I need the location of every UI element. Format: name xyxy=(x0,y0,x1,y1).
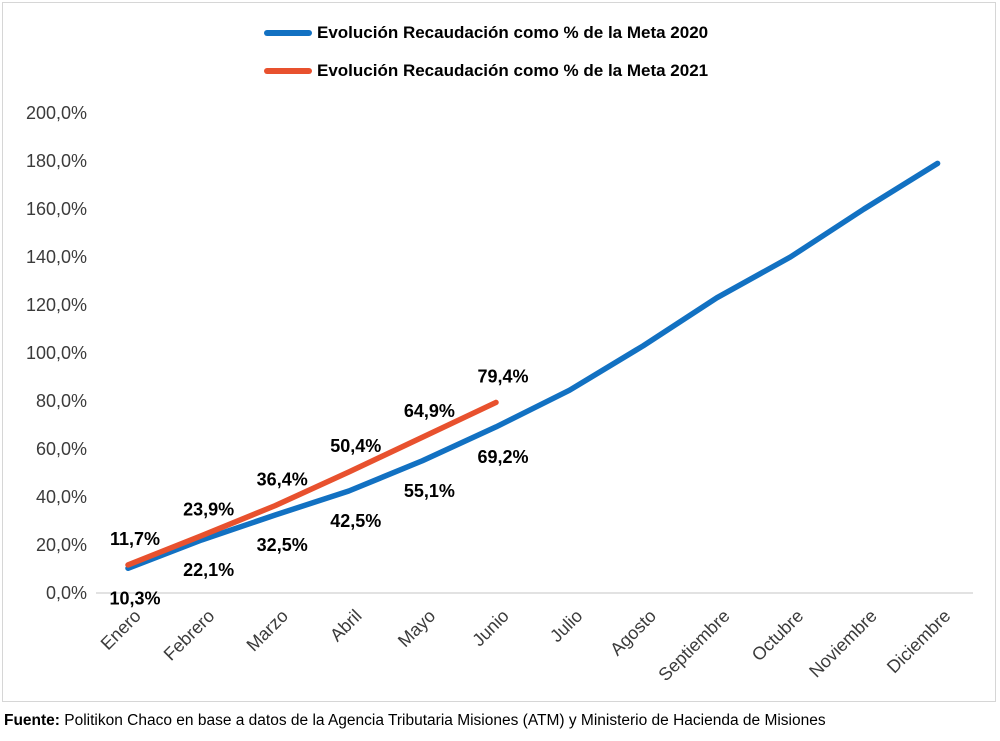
x-tick-label: Julio xyxy=(546,606,586,646)
x-tick-label: Enero xyxy=(97,606,145,654)
legend-item-meta-2020: Evolución Recaudación como % de la Meta … xyxy=(264,19,708,46)
y-tick-label: 200,0% xyxy=(26,103,87,123)
y-tick-label: 80,0% xyxy=(36,391,87,411)
x-tick-label: Diciembre xyxy=(883,606,954,677)
y-tick-label: 40,0% xyxy=(36,487,87,507)
legend-label-2021: Evolución Recaudación como % de la Meta … xyxy=(317,60,709,80)
data-label: 22,1% xyxy=(183,560,234,580)
data-label: 79,4% xyxy=(477,366,528,386)
chart-svg: 0,0% 20,0% 40,0% 60,0% 80,0% 100,0% 120,0% 140,… xyxy=(26,103,973,685)
data-label: 55,1% xyxy=(404,481,455,501)
data-label: 42,5% xyxy=(330,511,381,531)
x-tick-label: Noviembre xyxy=(805,606,881,682)
data-label: 11,7% xyxy=(110,529,160,549)
y-tick-label: 100,0% xyxy=(26,343,87,363)
y-tick-label: 120,0% xyxy=(26,295,87,315)
y-tick-label: 0,0% xyxy=(46,583,87,603)
x-tick-label: Junio xyxy=(468,606,513,651)
data-label: 50,4% xyxy=(330,436,381,456)
series-line-0 xyxy=(125,160,941,572)
data-label: 36,4% xyxy=(257,470,308,490)
y-tick-label: 20,0% xyxy=(36,535,87,555)
chart-area: Evolución Recaudación como % de la Meta … xyxy=(2,2,996,702)
legend-swatch-2020-icon xyxy=(264,29,312,36)
data-label: 10,3% xyxy=(109,588,160,608)
legend: Evolución Recaudación como % de la Meta … xyxy=(264,19,708,84)
source-note: Fuente: Politikon Chaco en base a datos … xyxy=(4,712,998,730)
y-tick-label: 140,0% xyxy=(26,247,87,267)
y-tick-label: 160,0% xyxy=(26,199,87,219)
x-tick-label: Mayo xyxy=(394,606,439,651)
data-label: 23,9% xyxy=(183,500,234,520)
legend-label-2020: Evolución Recaudación como % de la Meta … xyxy=(317,22,709,42)
x-tick-label: Marzo xyxy=(243,606,293,656)
x-tick-label: Agosto xyxy=(606,606,660,660)
y-tick-label: 180,0% xyxy=(26,151,87,171)
series-line-1 xyxy=(125,399,499,568)
legend-swatch-2021-icon xyxy=(264,67,312,74)
data-label: 32,5% xyxy=(257,535,308,555)
legend-item-meta-2021: Evolución Recaudación como % de la Meta … xyxy=(264,57,708,84)
y-tick-label: 60,0% xyxy=(36,439,87,459)
data-label: 64,9% xyxy=(404,401,455,421)
data-label: 69,2% xyxy=(477,447,528,467)
x-tick-label: Abril xyxy=(326,606,366,646)
source-prefix: Fuente: xyxy=(4,712,60,729)
x-tick-label: Septiembre xyxy=(654,606,733,685)
source-text: Politikon Chaco en base a datos de la Ag… xyxy=(64,712,826,729)
x-tick-label: Octubre xyxy=(748,606,807,665)
x-tick-label: Febrero xyxy=(160,606,219,665)
